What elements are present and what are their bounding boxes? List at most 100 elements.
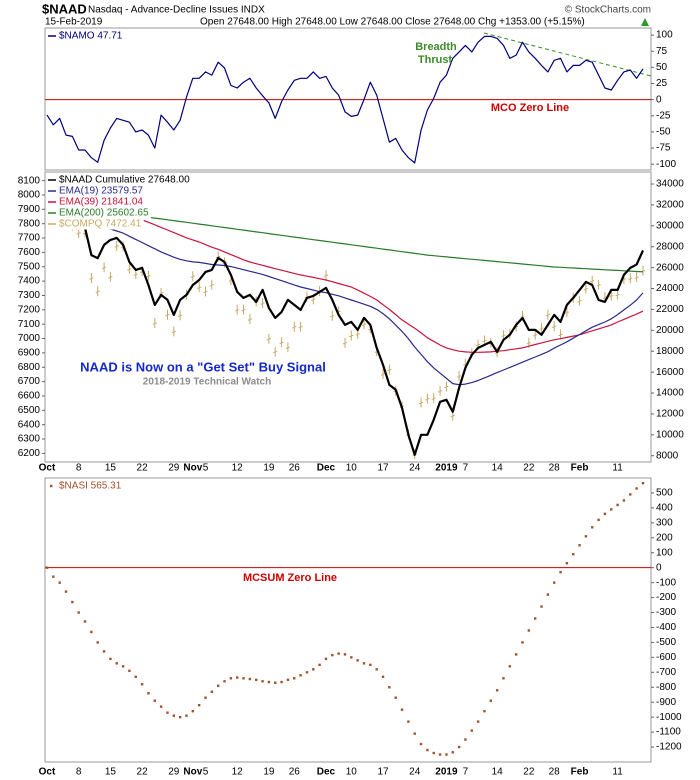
x-tick-label: 28 xyxy=(549,463,561,474)
x-tick-label: 15 xyxy=(105,463,117,474)
y-tick-label: 6600 xyxy=(18,391,41,402)
series-dot xyxy=(464,738,467,741)
series-dot xyxy=(229,677,233,680)
series-dot xyxy=(508,665,512,668)
y-tick-label: 7300 xyxy=(18,290,41,301)
y-tick-label: -500 xyxy=(656,637,676,648)
legend-background xyxy=(46,218,144,230)
series-dot xyxy=(457,745,461,749)
price-bar xyxy=(545,309,550,320)
x-tick-label: 19 xyxy=(263,767,275,778)
y-tick-label: 8000 xyxy=(656,450,679,461)
x-tick-label: Oct xyxy=(39,767,56,778)
price-bar xyxy=(235,304,240,315)
y-tick-label: 50 xyxy=(656,62,668,73)
series-dot xyxy=(483,709,486,713)
y-tick-label: -900 xyxy=(656,697,676,708)
series-dot xyxy=(134,675,137,678)
price-bar xyxy=(178,310,183,321)
x-tick-label: Feb xyxy=(571,463,589,474)
x-tick-label: Dec xyxy=(317,767,336,778)
y-tick-label: -200 xyxy=(656,592,676,603)
price-bar xyxy=(241,304,246,315)
x-tick-label: 22 xyxy=(137,463,149,474)
price-bar xyxy=(362,319,366,330)
price-bar xyxy=(444,381,449,392)
series-dot xyxy=(521,641,524,644)
price-bar xyxy=(285,342,290,353)
series-dot xyxy=(58,581,61,584)
y-tick-label: 22000 xyxy=(656,304,684,315)
price-bar xyxy=(558,329,563,340)
series-dot xyxy=(565,562,569,565)
price-bar xyxy=(596,279,601,290)
x-tick-label: 17 xyxy=(377,767,389,778)
x-tick-label: 7 xyxy=(463,463,469,474)
y-tick-label: 7200 xyxy=(18,304,41,315)
series-dot xyxy=(261,680,264,683)
y-tick-label: 6300 xyxy=(18,434,41,445)
series-dot xyxy=(204,696,207,699)
series-dot xyxy=(293,677,296,680)
price-bar xyxy=(615,289,620,300)
series-dot xyxy=(476,720,480,723)
series-dot xyxy=(572,553,575,556)
x-tick-label: Nov xyxy=(183,767,202,778)
y-tick-label: 0 xyxy=(656,94,662,105)
series-dot xyxy=(299,674,302,677)
price-bar xyxy=(457,371,462,381)
legend-background xyxy=(46,480,124,492)
y-tick-label: 6400 xyxy=(18,419,41,430)
legend-background xyxy=(46,207,151,219)
series-dot xyxy=(52,575,55,578)
x-tick-label: 29 xyxy=(168,463,180,474)
panel-frame xyxy=(44,477,652,763)
x-tick-label: 10 xyxy=(346,767,358,778)
y-tick-label: -25 xyxy=(656,110,671,121)
legend-background xyxy=(46,30,125,42)
legend-label: EMA(200) 25602.65 xyxy=(59,208,149,219)
price-bar xyxy=(152,318,157,328)
series-dot xyxy=(331,653,334,657)
y-tick-label: 400 xyxy=(656,503,673,514)
series-dot xyxy=(362,662,366,665)
series-dot xyxy=(128,669,131,673)
x-tick-label: 12 xyxy=(232,767,244,778)
series-dot xyxy=(603,512,607,516)
y-tick-label: 7000 xyxy=(18,333,41,344)
price-bar xyxy=(279,337,284,348)
annotation: 2018-2019 Technical Watch xyxy=(143,377,271,388)
x-tick-label: 2019 xyxy=(435,463,458,474)
price-bar xyxy=(260,298,265,309)
y-tick-label: 26000 xyxy=(656,262,684,273)
series-dot xyxy=(242,677,245,680)
y-tick-label: 7900 xyxy=(18,204,41,215)
series-dot xyxy=(45,566,49,569)
x-tick-label: 17 xyxy=(377,463,389,474)
series-dot xyxy=(553,581,556,584)
price-bar xyxy=(419,397,424,408)
series-dot xyxy=(178,715,182,719)
price-bar xyxy=(95,286,100,297)
series-dot xyxy=(90,630,93,634)
price-bar xyxy=(564,307,569,318)
series-dot xyxy=(546,593,550,596)
series-dot xyxy=(514,653,518,656)
legend-background xyxy=(46,185,146,197)
x-tick-label: 22 xyxy=(523,767,535,778)
series-dot xyxy=(616,503,619,507)
legend-label: $NAAD Cumulative 27648.00 xyxy=(59,175,190,186)
price-bar xyxy=(577,295,582,306)
price-bar xyxy=(203,286,208,297)
x-tick-label: 24 xyxy=(409,767,421,778)
price-bar xyxy=(381,369,385,379)
price-bar xyxy=(609,290,614,301)
y-tick-label: -700 xyxy=(656,667,676,678)
series-dot xyxy=(641,481,645,485)
x-tick-label: 8 xyxy=(76,767,82,778)
series-dot xyxy=(64,590,68,593)
y-tick-label: -800 xyxy=(656,682,676,693)
series-dot xyxy=(591,526,594,529)
legend-background xyxy=(46,196,146,208)
